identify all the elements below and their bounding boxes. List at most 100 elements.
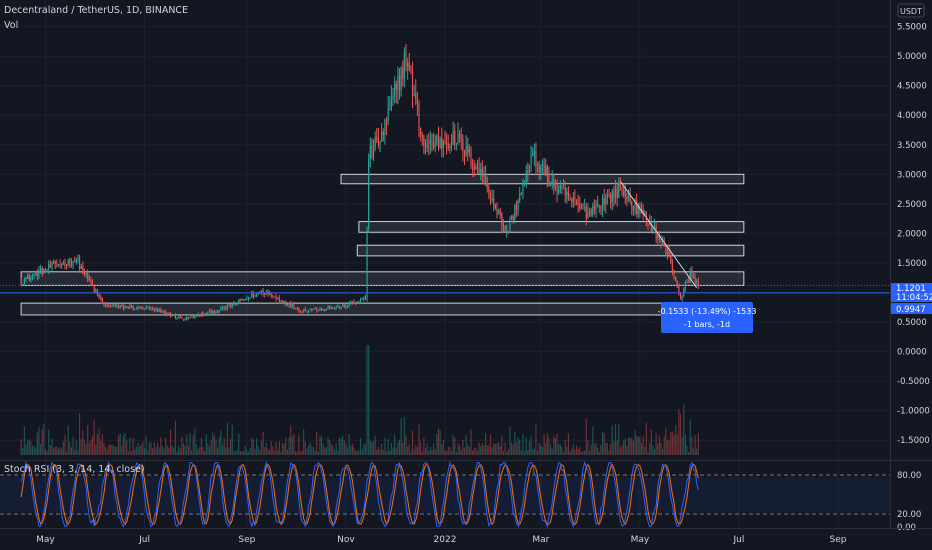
volume-bar [218,436,220,455]
volume-bar [675,425,677,455]
volume-bar [450,450,453,455]
volume-bar [273,450,276,455]
volume-bar [223,437,225,455]
candle-body [130,306,133,308]
volume-bar [476,451,479,455]
volume-bar [40,443,42,455]
volume-bar [485,433,487,455]
candle-body [238,299,240,304]
volume-bar [173,447,175,455]
volume-bar [597,447,599,455]
time-axis[interactable]: May Jul Sep Nov 2022 Mar May Jul Sep [36,535,847,545]
volume-bar [262,431,264,455]
volume-bar [355,450,357,455]
volume-bar [522,434,524,455]
candle-body [57,264,60,266]
volume-bar [537,450,539,455]
volume-bar [478,442,480,455]
candle-body [230,304,232,307]
volume-bar [345,444,347,455]
candle-body [329,307,331,310]
volume-bar [143,448,146,455]
price-zone[interactable] [20,271,745,286]
volume-bar [286,449,289,455]
volume-bar [368,345,370,455]
candle-body [366,228,368,300]
volume-bar [494,444,496,455]
volume-bar [265,442,267,455]
candle-body [23,279,25,285]
candle-body [20,281,22,285]
candle-body [264,293,266,295]
candle-body [540,166,542,173]
candle-body [582,207,584,209]
volume-bar [601,431,604,455]
candle-body [629,194,631,202]
candle-body [243,299,245,301]
volume-bar [244,445,246,455]
volume-bar [647,451,649,455]
volume-bar [335,442,337,455]
candle-body [208,310,211,312]
candle-body [106,304,108,306]
indicator-title[interactable]: Stoch RSI (3, 3, 14, 14, close) [4,464,145,475]
candle-body [132,306,134,309]
candle-body [689,270,691,281]
volume-bar [496,443,498,455]
volume-bar [257,446,259,455]
candle-body [186,317,188,320]
volume-bar [488,445,490,455]
price-axis[interactable]: 5.5000 5.0000 4.5000 4.0000 3.5000 3.0000 2.50… [897,23,930,447]
currency-box[interactable] [897,3,925,18]
candle-body [524,181,526,183]
candle-body [415,94,417,99]
candle-body [194,315,196,318]
volume-bar [148,442,150,455]
candle-body [142,308,144,310]
candle-body [402,68,404,79]
volume-bar [502,451,505,455]
volume-bar [489,434,492,455]
candle-body [606,194,608,199]
candle-body [215,311,217,314]
measure-tooltip[interactable]: -0.1533 (-13.49%) -1533 -1 bars, -1d [658,302,757,333]
price-tick-label: -1.5000 [897,436,930,446]
candle-body [140,307,142,309]
volume-bar [650,429,652,455]
price-zone[interactable] [356,244,745,257]
candle-body [322,308,324,311]
symbol-title[interactable]: Decentraland / TetherUS, 1D, BINANCE [4,5,188,16]
candle-body [220,307,222,311]
candle-body [348,302,350,306]
candle-body [541,163,544,167]
candle-body [333,308,336,310]
volume-bar [88,442,90,455]
support-resistance-zones[interactable] [20,173,745,316]
candle-body [446,143,448,145]
volume-bar [75,440,77,455]
candle-body [394,84,396,96]
trendline[interactable] [619,181,698,289]
volume-bar [567,433,569,455]
volume-bar [251,438,253,455]
volume-bar [640,442,643,455]
candle-body [165,311,167,315]
price-tick-label: 3.5000 [897,141,927,151]
candle-body [353,302,355,304]
time-tick-label: Jul [138,535,150,545]
price-zone[interactable] [340,173,745,185]
volume-bar [252,439,254,455]
volume-bar [566,447,568,455]
volume-bar [538,443,540,455]
volume-bar [515,441,518,455]
stoch-tick-label: 20.00 [897,510,921,520]
volume-bar [407,446,409,455]
candle-body [181,317,183,319]
volume-bar [548,437,550,455]
volume-label[interactable]: Vol [4,20,18,31]
volume-bar [551,448,553,455]
price-zone[interactable] [358,221,745,233]
candle-body [423,135,425,146]
volume-bar [93,419,95,455]
